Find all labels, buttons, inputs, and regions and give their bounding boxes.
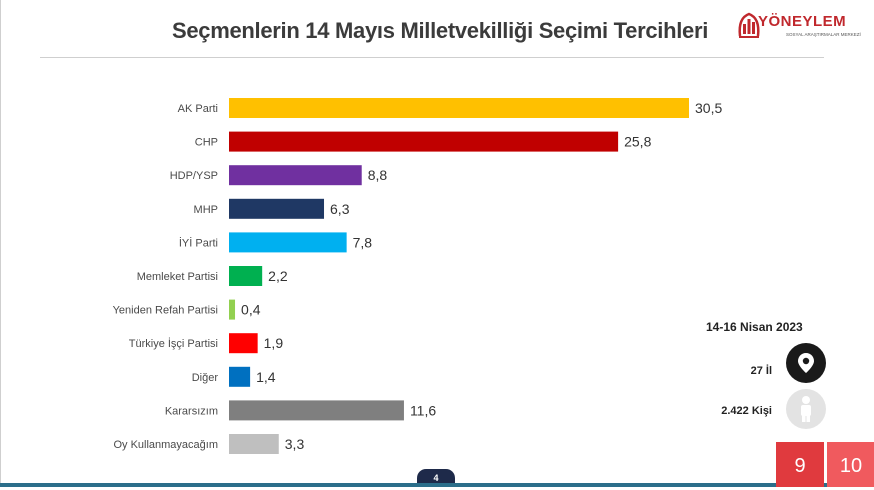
- bar: [229, 98, 689, 118]
- person-icon: [786, 389, 826, 429]
- bar: [229, 299, 236, 320]
- survey-date: 14-16 Nisan 2023: [706, 320, 803, 334]
- category-label: Memleket Partisi: [137, 271, 218, 283]
- category-label: MHP: [194, 204, 218, 216]
- bar: [229, 366, 251, 387]
- slide-number-current[interactable]: 10: [827, 442, 874, 487]
- footer-bar: [0, 483, 874, 487]
- bar: [229, 333, 258, 354]
- location-pin-icon: [786, 343, 826, 383]
- bar: [229, 434, 279, 454]
- logo-emblem-icon: [738, 12, 760, 38]
- logo-wordmark: YÖNEYLEM: [758, 13, 847, 30]
- value-label: 11,6: [410, 402, 436, 418]
- value-label: 2,2: [268, 268, 288, 284]
- category-label: CHP: [195, 137, 218, 149]
- bar: [229, 165, 362, 186]
- bar: [229, 232, 347, 253]
- category-label: Türkiye İşçi Partisi: [129, 337, 218, 350]
- bar: [229, 400, 404, 421]
- chart-title: Seçmenlerin 14 Mayıs Milletvekilliği Seç…: [171, 18, 709, 43]
- category-label: HDP/YSP: [170, 170, 218, 182]
- value-label: 0,4: [241, 302, 261, 318]
- value-label: 3,3: [285, 436, 305, 452]
- respondent-count: 2.422 Kişi: [721, 405, 772, 417]
- bar: [229, 131, 619, 152]
- value-label: 30,5: [695, 100, 722, 116]
- category-label: İYİ Parti: [179, 236, 218, 249]
- value-label: 1,9: [264, 335, 284, 351]
- value-label: 1,4: [256, 369, 276, 385]
- category-label: Yeniden Refah Partisi: [113, 305, 218, 317]
- value-label: 8,8: [368, 167, 388, 183]
- slide-number-previous[interactable]: 9: [776, 442, 824, 487]
- category-label: Kararsızım: [165, 405, 218, 417]
- value-label: 6,3: [330, 201, 350, 217]
- bar: [229, 266, 263, 286]
- category-label: Diğer: [192, 372, 219, 384]
- title-divider: [40, 57, 824, 58]
- bar: [229, 198, 325, 219]
- logo-subtitle: SOSYAL ARAŞTIRMALAR MERKEZİ: [786, 32, 861, 37]
- yoneylem-logo: YÖNEYLEM SOSYAL ARAŞTIRMALAR MERKEZİ: [736, 10, 866, 46]
- category-label: Oy Kullanmayacağım: [113, 439, 218, 451]
- value-label: 7,8: [353, 234, 373, 250]
- value-label: 25,8: [624, 134, 651, 150]
- category-label: AK Parti: [178, 103, 218, 115]
- province-count: 27 İl: [750, 365, 772, 377]
- page-number-badge: 4: [417, 469, 455, 487]
